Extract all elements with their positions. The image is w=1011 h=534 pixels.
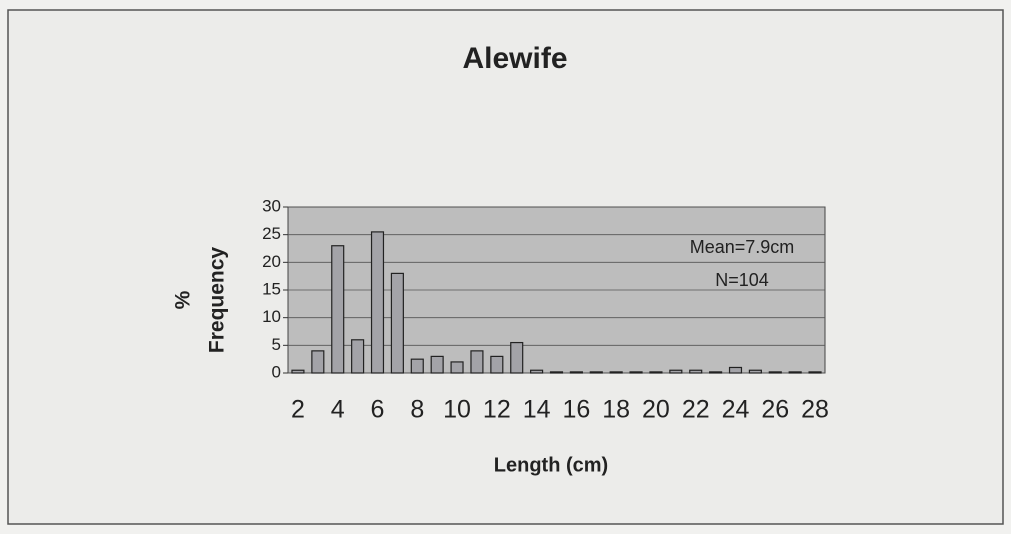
annotation: N=104 (715, 270, 769, 290)
x-tick-label: 22 (682, 396, 710, 424)
bar (808, 371, 822, 374)
bar (569, 371, 583, 374)
bar (748, 369, 762, 374)
bar (609, 371, 623, 374)
bar (311, 350, 325, 374)
x-tick-label: 26 (761, 396, 789, 424)
bar (728, 366, 743, 374)
bar (629, 371, 643, 374)
y-axis-label: Frequency (206, 247, 229, 354)
x-tick-label: 2 (291, 396, 305, 424)
x-tick-label: 24 (722, 396, 750, 424)
bar (410, 358, 424, 374)
bar (768, 371, 782, 374)
y-tick-label: 5 (272, 335, 281, 354)
bar (530, 369, 544, 374)
bar (490, 355, 504, 374)
x-axis-label: Length (cm) (494, 454, 608, 476)
bar (450, 361, 464, 374)
bar (669, 369, 683, 374)
bar (689, 369, 703, 374)
x-tick-label: 18 (602, 396, 630, 424)
x-tick-label: 20 (642, 396, 670, 424)
x-tick-label: 12 (483, 396, 511, 424)
y-tick-label: 25 (262, 224, 281, 243)
bar (549, 371, 564, 374)
bar (291, 369, 305, 374)
y-tick-label: 10 (262, 307, 281, 326)
bar (430, 355, 444, 374)
x-tick-label: 4 (331, 396, 345, 424)
bar (370, 231, 385, 374)
y-tick-label: 20 (262, 252, 281, 271)
chart-title: Alewife (462, 42, 567, 75)
x-tick-label: 16 (562, 396, 590, 424)
x-tick-label: 8 (410, 396, 424, 424)
bar (390, 272, 404, 374)
x-tick-label: 28 (801, 396, 829, 424)
bar (589, 371, 603, 374)
bar (649, 371, 663, 374)
bar (470, 350, 484, 374)
bar (709, 371, 723, 374)
bar (351, 339, 365, 374)
x-tick-label: 6 (371, 396, 385, 424)
y-tick-label: 0 (272, 362, 281, 381)
x-tick-label: 10 (443, 396, 471, 424)
y-tick-label: 30 (262, 196, 281, 215)
y-tick-label: 15 (262, 279, 281, 298)
x-tick-label: 14 (523, 396, 551, 424)
bar (331, 245, 345, 374)
bar (510, 341, 524, 374)
y-axis-label: % (172, 290, 195, 309)
bar (788, 371, 802, 374)
annotation: Mean=7.9cm (690, 237, 795, 257)
